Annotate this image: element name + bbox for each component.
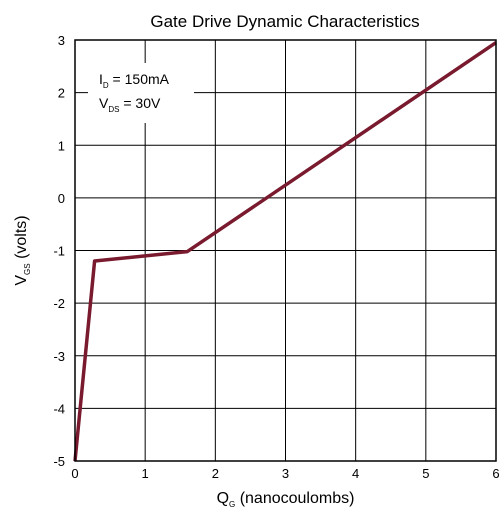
x-tick-label: 5: [422, 466, 429, 481]
grid: [74, 39, 497, 462]
y-tick-label: 3: [58, 33, 65, 48]
series-line: [73, 41, 497, 462]
y-tick-label: -5: [53, 454, 65, 469]
y-tick-label: -4: [53, 401, 65, 416]
chart-title: Gate Drive Dynamic Characteristics: [150, 12, 419, 31]
series-layer: [73, 41, 497, 462]
y-tick-label: -2: [53, 296, 65, 311]
x-tick-label: 0: [71, 466, 78, 481]
x-tick-label: 6: [492, 466, 499, 481]
tick-labels: 0 1 2 3 4 5 6 -5 -4 -3 -2 -1 0 1 2 3: [53, 33, 499, 481]
x-tick-label: 3: [282, 466, 289, 481]
y-tick-label: 1: [58, 138, 65, 153]
axis-labels: QG (nanocoulombs) VGS (volts): [13, 215, 354, 509]
plot-frame: [74, 39, 497, 462]
x-tick-label: 1: [142, 466, 149, 481]
x-tick-label: 4: [352, 466, 359, 481]
x-axis-label: QG (nanocoulombs): [217, 490, 355, 509]
y-tick-label: -1: [53, 244, 65, 259]
y-axis-label: VGS (volts): [13, 215, 32, 285]
annotation-line: VDS = 30V: [99, 95, 161, 114]
x-tick-label: 2: [212, 466, 219, 481]
y-tick-label: -3: [53, 349, 65, 364]
annotation-line: ID = 150mA: [99, 71, 170, 90]
y-tick-label: 2: [58, 86, 65, 101]
annotation-box: [88, 63, 194, 123]
annotation: ID = 150mA VDS = 30V: [99, 71, 170, 114]
y-tick-label: 0: [58, 191, 65, 206]
